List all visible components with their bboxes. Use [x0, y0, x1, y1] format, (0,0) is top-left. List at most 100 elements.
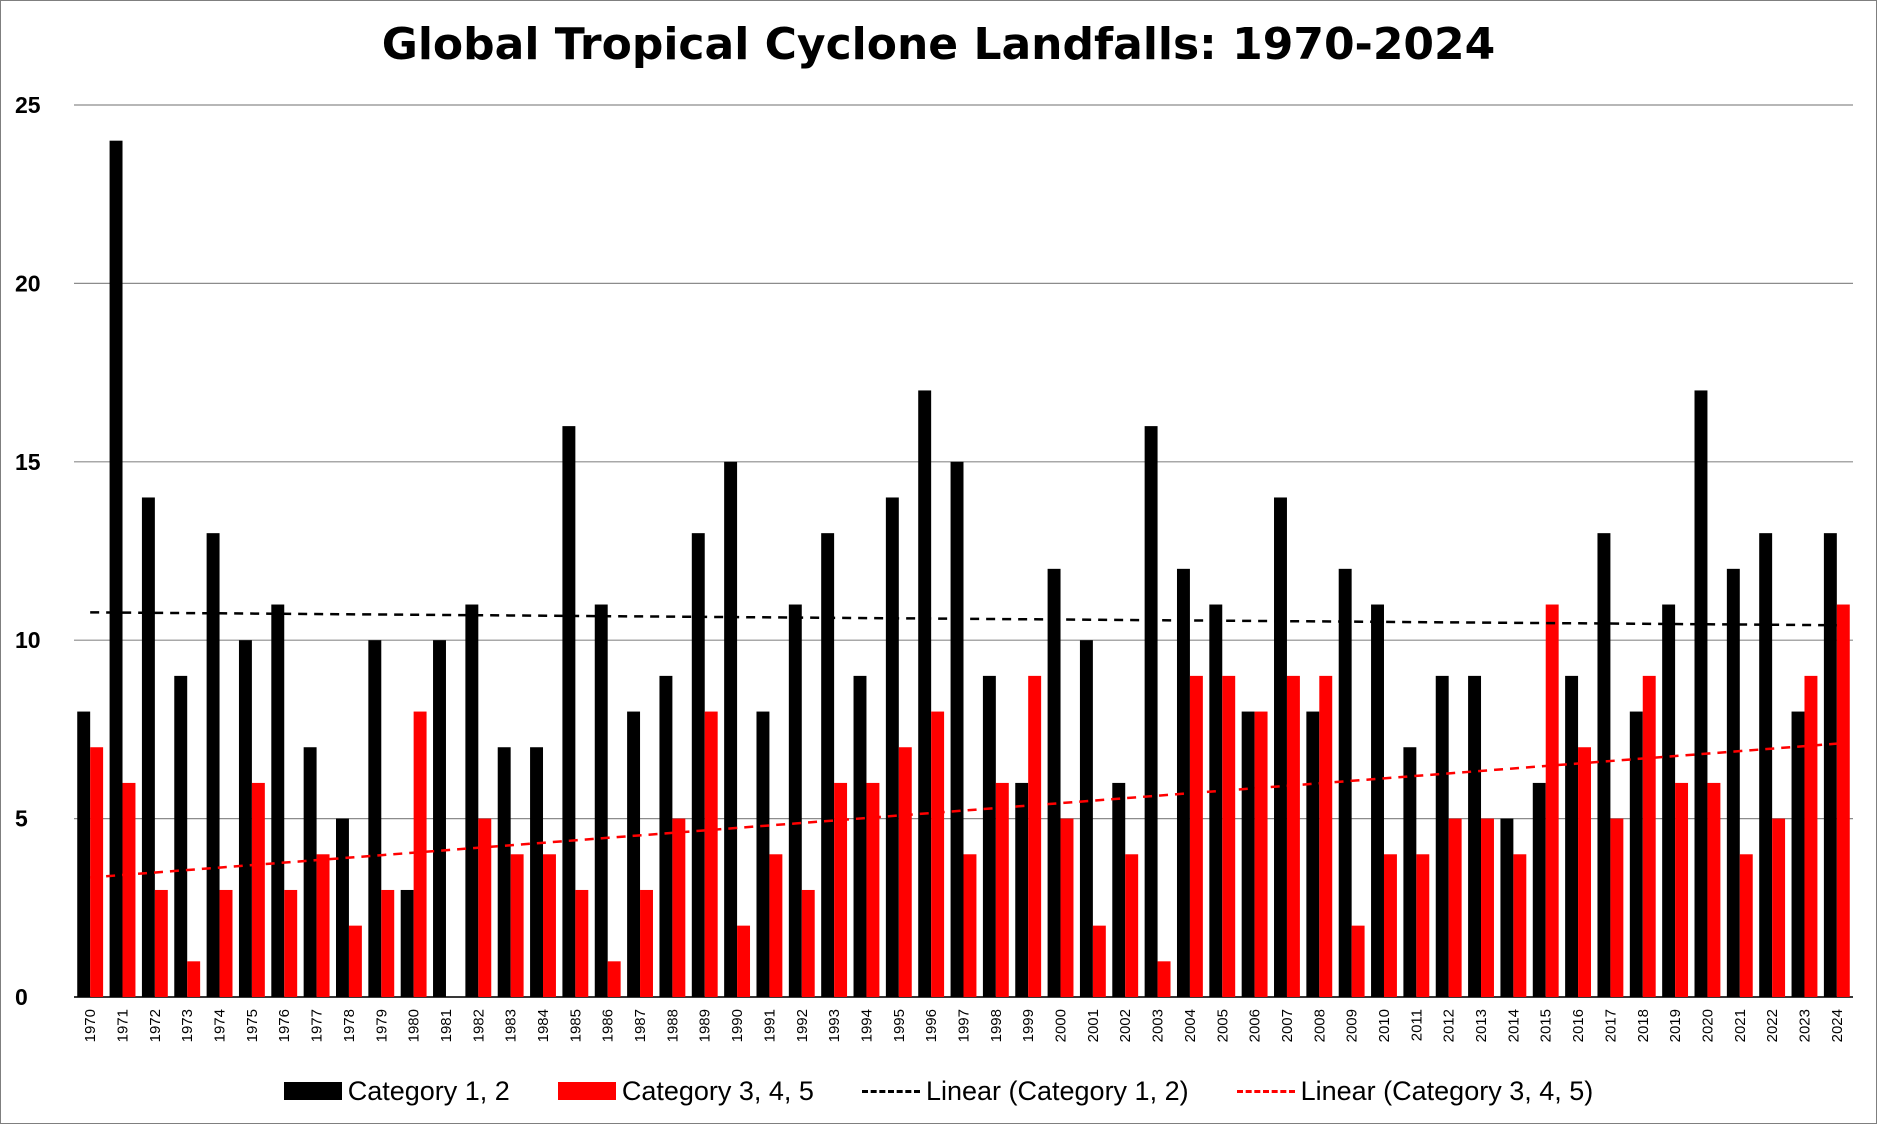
x-tick-label: 2020 — [1699, 1009, 1716, 1042]
bar-cat12-2002 — [1112, 782, 1126, 997]
x-tick-label: 1972 — [147, 1009, 164, 1042]
bar-cat12-2008 — [1306, 711, 1320, 997]
x-tick-label: 1970 — [82, 1009, 99, 1042]
bar-cat345-1999 — [1028, 675, 1042, 997]
bar-cat12-2009 — [1338, 568, 1352, 997]
bar-cat12-1992 — [788, 604, 802, 997]
x-tick-label: 1986 — [600, 1009, 617, 1042]
bar-cat12-1985 — [562, 426, 576, 997]
bar-cat12-1983 — [497, 747, 511, 997]
bar-cat12-1974 — [206, 533, 220, 997]
bar-cat12-1988 — [659, 675, 673, 997]
legend-label-cat12: Category 1, 2 — [347, 1075, 510, 1106]
x-tick-label: 1997 — [956, 1009, 973, 1042]
x-tick-label: 1983 — [503, 1009, 520, 1042]
x-tick-label: 1977 — [309, 1009, 326, 1042]
bar-cat12-1997 — [950, 461, 964, 997]
bar-cat12-2017 — [1597, 533, 1611, 997]
bar-cat12-1973 — [174, 675, 188, 997]
bar-cat12-1978 — [335, 818, 349, 997]
bar-cat12-1998 — [982, 675, 996, 997]
bars — [77, 140, 1850, 997]
bar-cat345-1992 — [801, 889, 815, 997]
bar-cat345-2008 — [1319, 675, 1333, 997]
x-tick-label: 2015 — [1538, 1009, 1555, 1042]
x-tick-label: 1991 — [761, 1009, 778, 1042]
bar-cat345-2017 — [1610, 818, 1624, 997]
bar-cat345-2013 — [1481, 818, 1494, 997]
x-tick-label: 1994 — [858, 1009, 875, 1042]
x-tick-label: 2005 — [1214, 1009, 1231, 1042]
bar-cat345-1982 — [478, 818, 492, 997]
bar-cat345-1993 — [834, 782, 848, 997]
legend: Category 1, 2 Category 3, 4, 5 Linear (C… — [1, 1071, 1876, 1111]
x-tick-label: 1982 — [470, 1009, 487, 1042]
x-tick-label: 1974 — [212, 1009, 229, 1042]
x-tick-label: 1975 — [244, 1009, 261, 1042]
x-tick-label: 2022 — [1764, 1009, 1781, 1042]
bar-cat345-1988 — [672, 818, 686, 997]
bar-cat345-2022 — [1772, 818, 1786, 997]
y-tick-label: 0 — [15, 984, 28, 1010]
x-tick-label: 2001 — [1085, 1009, 1102, 1042]
bar-cat345-1970 — [90, 747, 104, 997]
bar-cat12-2005 — [1209, 604, 1223, 997]
bar-cat12-2007 — [1274, 497, 1287, 997]
y-tick-label: 15 — [15, 449, 41, 475]
bar-cat12-1979 — [368, 640, 382, 997]
bar-cat345-1987 — [640, 889, 653, 997]
bar-cat345-2000 — [1060, 818, 1074, 997]
bar-cat12-1991 — [756, 711, 770, 997]
chart-title: Global Tropical Cyclone Landfalls: 1970-… — [381, 19, 1496, 70]
x-tick-label: 1985 — [567, 1009, 584, 1042]
bar-cat345-2014 — [1513, 854, 1527, 997]
x-tick-label: 1987 — [632, 1009, 649, 1042]
bar-cat12-1970 — [77, 711, 91, 997]
x-tick-label: 2003 — [1150, 1009, 1167, 1042]
x-tick-label: 1996 — [923, 1009, 940, 1042]
bar-cat12-2013 — [1468, 675, 1482, 997]
bar-cat12-1994 — [853, 675, 867, 997]
bar-cat12-1989 — [691, 533, 705, 997]
bar-cat345-2009 — [1351, 925, 1365, 997]
bar-cat12-2003 — [1144, 426, 1158, 997]
x-tick-label: 1999 — [1020, 1009, 1037, 1042]
x-tick-label: 1988 — [664, 1009, 681, 1042]
bar-cat345-1990 — [737, 925, 751, 997]
bar-cat345-1976 — [284, 889, 298, 997]
bar-cat345-2005 — [1222, 675, 1236, 997]
bar-cat12-1977 — [303, 747, 317, 997]
bar-cat345-1977 — [316, 854, 330, 997]
trendlines — [90, 611, 1837, 879]
bar-cat345-1986 — [607, 961, 621, 997]
bar-cat12-2023 — [1791, 711, 1805, 997]
bar-cat345-2001 — [1092, 925, 1106, 997]
bar-cat345-1971 — [122, 782, 136, 997]
bar-cat12-1995 — [885, 497, 899, 997]
bar-cat345-2024 — [1836, 604, 1850, 997]
bar-cat12-1987 — [627, 711, 641, 997]
trendline-cat345 — [90, 742, 1837, 879]
x-tick-label: 2008 — [1311, 1009, 1328, 1042]
bar-cat345-1994 — [866, 782, 880, 997]
bar-cat12-1993 — [821, 533, 835, 997]
x-tick-label: 1981 — [438, 1009, 455, 1042]
bar-cat345-2002 — [1125, 854, 1139, 997]
x-tick-label: 1971 — [115, 1009, 132, 1042]
legend-dash-red — [1236, 1089, 1295, 1093]
x-tick-label: 1980 — [406, 1009, 423, 1042]
bar-cat345-2003 — [1157, 961, 1171, 997]
bar-cat345-1984 — [543, 854, 556, 997]
x-tick-label: 1998 — [988, 1009, 1005, 1042]
y-tick-label: 25 — [15, 92, 41, 118]
x-axis-ticks: 1970 1971 1972 1973 1974 1975 1976 1977 1978 1979… — [82, 1009, 1846, 1042]
bar-cat12-1981 — [433, 640, 446, 997]
bar-cat345-2023 — [1804, 675, 1818, 997]
legend-item-cat345: Category 3, 4, 5 — [557, 1076, 814, 1107]
legend-item-trend345: Linear (Category 3, 4, 5) — [1236, 1076, 1593, 1107]
bar-cat345-1974 — [219, 889, 233, 997]
x-tick-label: 1995 — [891, 1009, 908, 1042]
bar-cat12-2015 — [1532, 782, 1546, 997]
legend-swatch-red — [557, 1082, 616, 1100]
x-tick-label: 2016 — [1570, 1009, 1587, 1042]
